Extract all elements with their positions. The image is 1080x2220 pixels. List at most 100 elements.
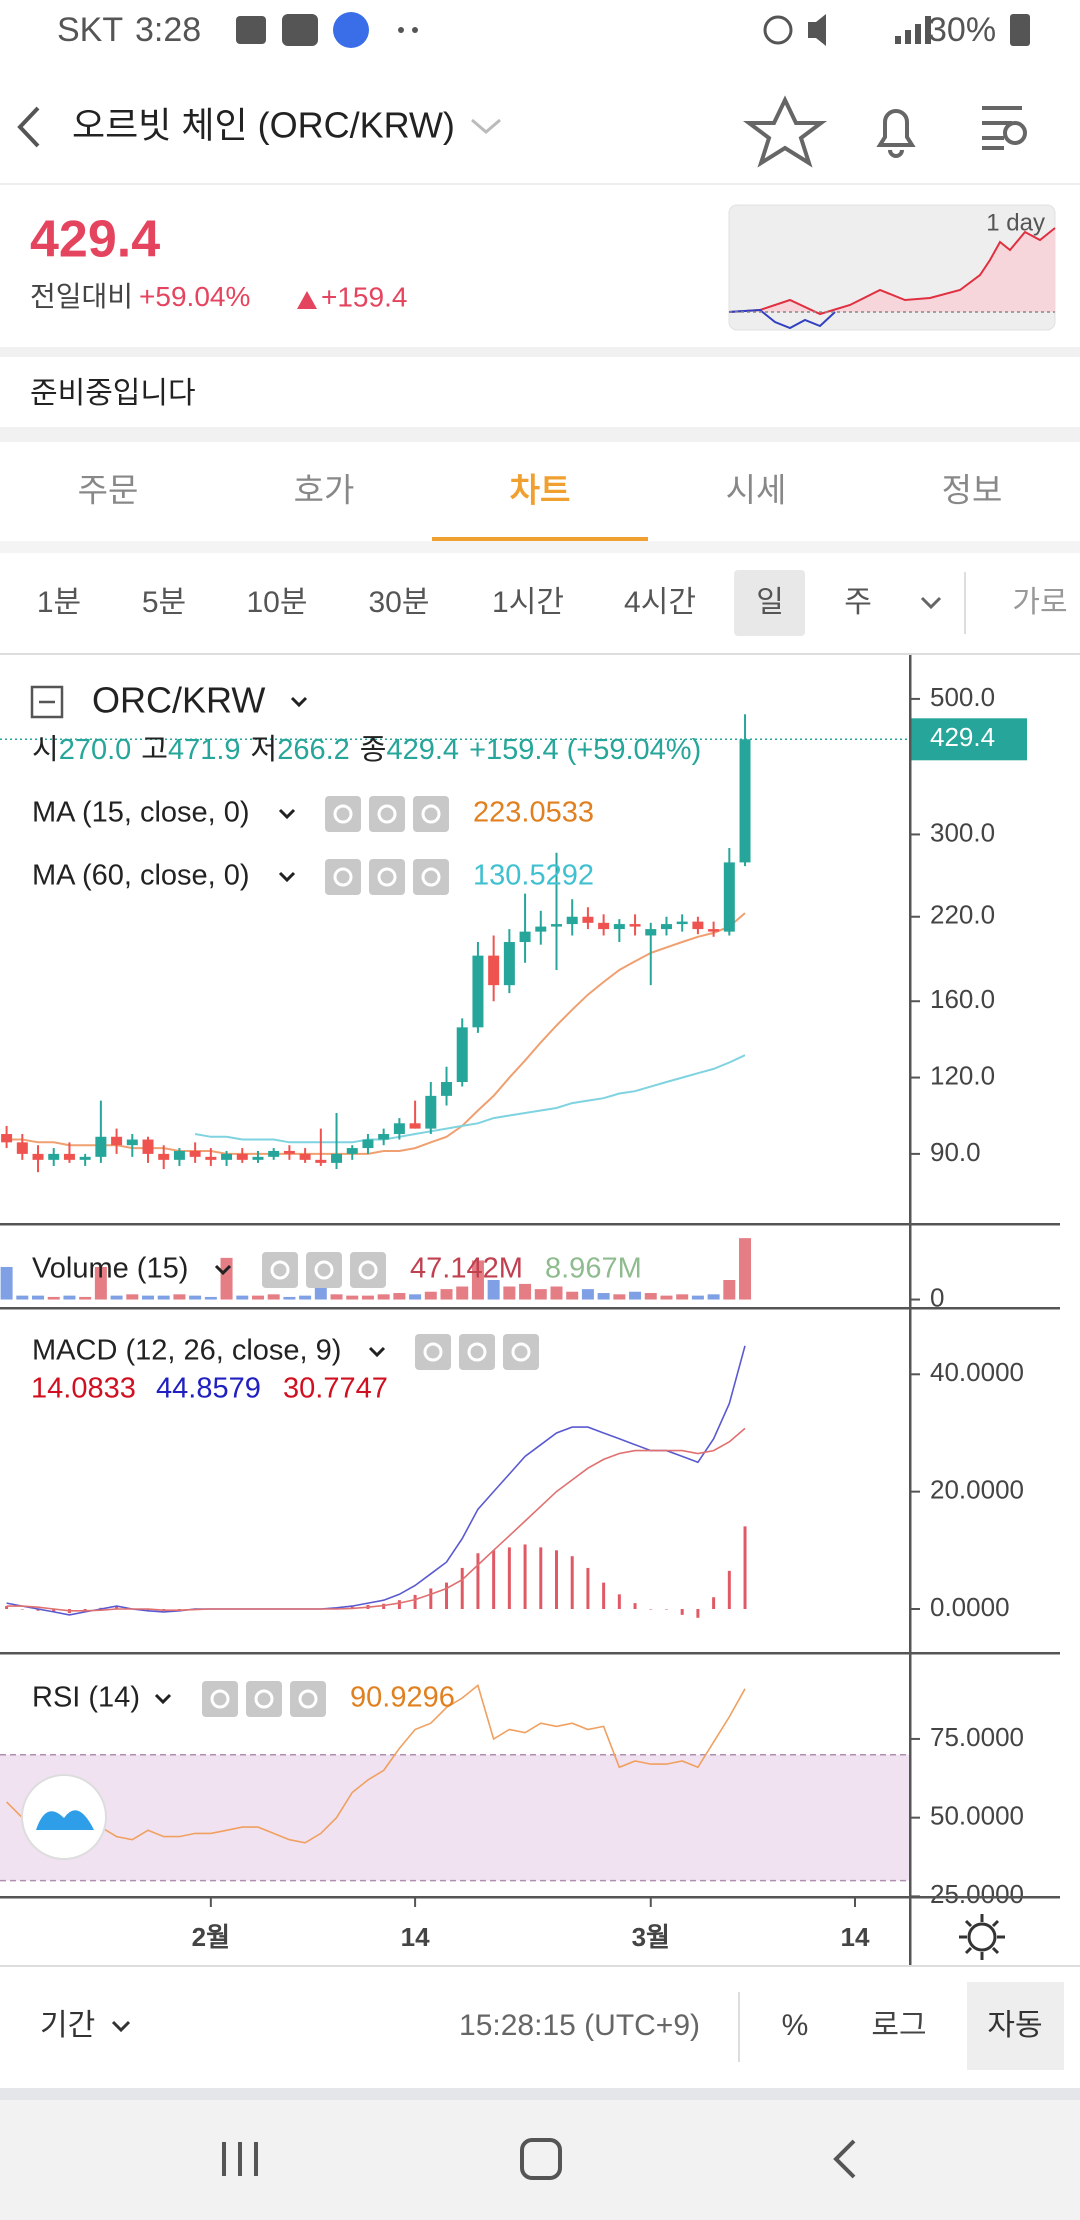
indicator-dropdown[interactable] (278, 808, 296, 820)
tab[interactable]: 시세 (726, 472, 787, 509)
interval-button[interactable]: 가로 (1012, 586, 1067, 619)
indicator-name[interactable]: RSI (14) (32, 1682, 140, 1714)
macd-histogram-bar (36, 1608, 40, 1611)
symbol-dropdown[interactable] (290, 696, 308, 708)
period-dropdown[interactable] (111, 2020, 131, 2033)
interval-button[interactable]: 5분 (142, 586, 186, 619)
volume-bar (63, 1295, 76, 1300)
settings-gear (1003, 121, 1027, 145)
percent-button[interactable]: % (782, 2009, 809, 2042)
axis-settings[interactable] (967, 1922, 997, 1952)
volume-bar (47, 1296, 60, 1300)
settings-button[interactable] (246, 1681, 282, 1717)
tab[interactable]: 호가 (294, 472, 355, 509)
interval-dropdown[interactable] (920, 596, 942, 610)
candle-body (488, 955, 500, 986)
candle-body (142, 1139, 154, 1154)
indicator-dropdown[interactable] (214, 1264, 232, 1276)
status-dot (398, 27, 404, 33)
settings-button[interactable] (369, 796, 405, 832)
remove-button[interactable] (350, 1252, 386, 1288)
interval-button[interactable]: 일 (756, 586, 784, 619)
show-button[interactable] (262, 1252, 298, 1288)
volume-bar (79, 1296, 92, 1300)
indicator-dropdown[interactable] (154, 1693, 172, 1705)
remove-button[interactable] (413, 859, 449, 895)
period-button[interactable]: 기간 (40, 2009, 95, 2042)
favorite-button[interactable] (743, 95, 827, 168)
last-price-label: 429.4 (930, 722, 995, 752)
high-value: 471.9 (168, 734, 241, 766)
settings-button[interactable] (459, 1334, 495, 1370)
show-button[interactable] (415, 1334, 451, 1370)
candle-body (48, 1153, 60, 1160)
close-value: 429.4 (386, 734, 459, 766)
indicator-dropdown[interactable] (278, 871, 296, 883)
show-button[interactable] (325, 859, 361, 895)
macd-histogram-bar (5, 1606, 9, 1609)
volume-bar (314, 1286, 327, 1300)
log-button[interactable]: 로그 (871, 2009, 926, 2042)
indicator-name[interactable]: Volume (15) (32, 1253, 188, 1285)
macd-histogram-bar (397, 1600, 401, 1609)
alarm-button[interactable] (876, 109, 916, 158)
chart: 90.0 120.0 160.0 220.0 300.0 500.0 429.4 0 0.000… (0, 655, 1060, 1965)
app-logo[interactable] (21, 1774, 107, 1860)
ohlc-legend: 시270.0 고471.9 저266.2 종429.4 +159.4 (+59.04%) (32, 734, 701, 766)
candle-body (393, 1123, 405, 1135)
remove-button[interactable] (413, 796, 449, 832)
section-gap (0, 427, 1080, 442)
interval-button[interactable]: 10분 (247, 586, 308, 619)
interval-button[interactable]: 1분 (37, 586, 81, 619)
back-button[interactable] (17, 106, 40, 148)
volume-bar (471, 1260, 484, 1300)
macd-histogram-bar (649, 1608, 653, 1610)
nav-back-button[interactable] (833, 2139, 856, 2179)
show-button[interactable] (202, 1681, 238, 1717)
macd-histogram-value: 14.0833 (31, 1373, 136, 1405)
candle-body (221, 1153, 233, 1160)
volume-bar (142, 1295, 155, 1300)
signal-value: 30.7747 (283, 1373, 388, 1405)
candle-body (126, 1139, 138, 1146)
collapse-button[interactable] (30, 685, 64, 719)
macd-histogram-bar (507, 1547, 511, 1609)
remove-button[interactable] (503, 1334, 539, 1370)
interval-button[interactable]: 4시간 (624, 586, 696, 619)
tab[interactable]: 차트 (510, 472, 571, 509)
interval-button[interactable]: 30분 (369, 586, 430, 619)
volume-bar (613, 1294, 626, 1300)
candle-body (441, 1082, 453, 1096)
macd-histogram-bar (429, 1588, 433, 1609)
candle-body (63, 1153, 75, 1160)
interval-button[interactable]: 주 (844, 586, 872, 619)
candle-body (692, 921, 704, 930)
home-button[interactable] (520, 2138, 562, 2180)
volume-bar (220, 1257, 233, 1300)
settings-button[interactable] (982, 106, 1022, 150)
notice: 준비중입니다 (30, 377, 196, 410)
show-button[interactable] (325, 796, 361, 832)
axis-settings-rays (959, 1914, 1005, 1960)
recent-apps-button[interactable] (222, 2142, 258, 2176)
indicator-name[interactable]: MA (60, close, 0) (32, 860, 250, 892)
interval-button[interactable]: 1시간 (492, 586, 564, 619)
settings-button[interactable] (306, 1252, 342, 1288)
volume-bar (503, 1286, 516, 1300)
indicator-name[interactable]: MACD (12, 26, close, 9) (32, 1335, 341, 1367)
indicator-name[interactable]: MA (15, close, 0) (32, 797, 250, 829)
button-glyph (423, 1342, 443, 1362)
volume-bar (409, 1294, 422, 1300)
tab[interactable]: 주문 (78, 472, 139, 509)
divider (738, 1992, 740, 2062)
button-glyph (314, 1260, 334, 1280)
coin-title[interactable]: 오르빗 체인 (ORC/KRW) (72, 105, 455, 146)
auto-button[interactable]: 자동 (987, 2009, 1042, 2042)
settings-button[interactable] (369, 859, 405, 895)
indicator-dropdown[interactable] (368, 1346, 386, 1358)
chart-symbol[interactable]: ORC/KRW (92, 680, 265, 721)
tab[interactable]: 정보 (942, 472, 1003, 509)
coin-dropdown[interactable] (471, 118, 501, 134)
remove-button[interactable] (290, 1681, 326, 1717)
volume-bar (534, 1289, 547, 1300)
